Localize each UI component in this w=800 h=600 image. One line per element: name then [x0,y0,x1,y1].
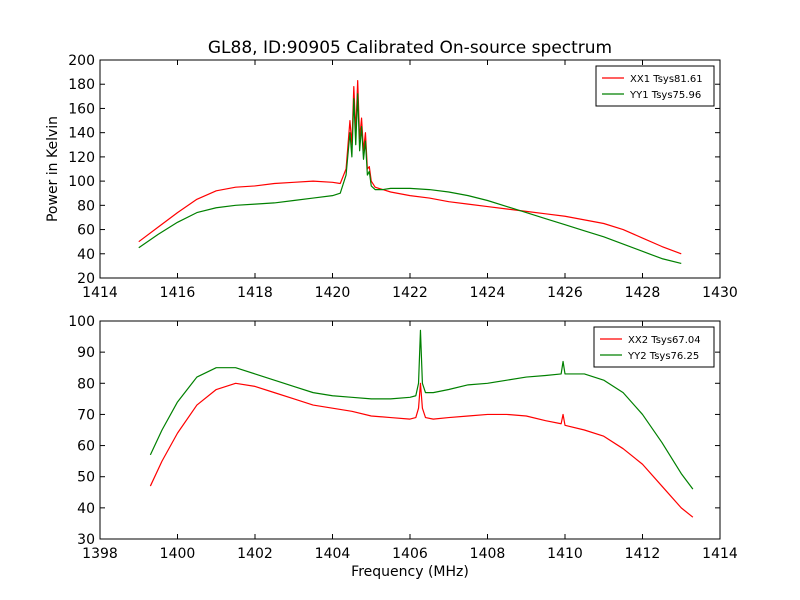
x-axis-label: Frequency (MHz) [351,564,469,580]
y-tick-label: 100 [68,314,95,330]
y-tick-label: 60 [77,223,95,239]
legend-entry: YY1 Tsys75.96 [629,90,701,101]
x-tick-label: 1416 [160,285,196,301]
x-tick-label: 1428 [625,285,661,301]
y-tick-label: 200 [68,53,95,69]
y-axis-label: Power in Kelvin [45,116,61,222]
legend-box [593,326,715,368]
legend: XX1 Tsys81.61 YY1 Tsys75.96 [595,65,715,107]
top-spectrum-plot: 1414 1416 1418 1420 1422 1424 1426 1428 1430 20 40… [68,53,738,301]
x-tick-label: 1426 [547,285,583,301]
y-tick-label: 120 [68,150,95,166]
series-line-1-2 [138,93,682,265]
legend-entry: YY2 Tsys76.25 [627,351,699,362]
y-tick-label: 90 [77,345,95,361]
x-tick-label: 1422 [392,285,428,301]
series-line-1-1 [138,79,682,255]
legend-entry: XX2 Tsys67.04 [628,335,701,346]
x-tick-label: 1408 [470,546,506,562]
y-tick-label: 180 [68,77,95,93]
legend-box [595,65,715,107]
y-tick-label: 160 [68,101,95,117]
y-tick-label: 20 [77,271,95,287]
y-tick-label: 40 [77,247,95,263]
x-tick-label: 1414 [702,546,738,562]
x-tick-label: 1420 [315,285,351,301]
chart-title: GL88, ID:90905 Calibrated On-source spec… [208,38,612,58]
x-tick-label: 1418 [237,285,273,301]
legend: XX2 Tsys67.04 YY2 Tsys76.25 [593,326,715,368]
x-tick-label: 1404 [315,546,351,562]
y-tick-label: 30 [77,532,95,548]
y-tick-label: 100 [68,174,95,190]
x-tick-label: 1412 [625,546,661,562]
y-tick-label: 50 [77,470,95,486]
bottom-spectrum-plot: 1398 1400 1402 1404 1406 1408 1410 1412 1414 30 40… [68,314,738,562]
y-tick-label: 80 [77,376,95,392]
y-tick-label: 70 [77,407,95,423]
series-line-2-2 [149,329,694,490]
y-tick-label: 60 [77,439,95,455]
x-tick-label: 1414 [82,285,118,301]
x-tick-label: 1410 [547,546,583,562]
legend-entry: XX1 Tsys81.61 [630,74,703,85]
x-tick-label: 1398 [82,546,118,562]
x-tick-label: 1400 [160,546,196,562]
x-tick-label: 1430 [702,285,738,301]
x-tick-label: 1424 [470,285,506,301]
x-tick-label: 1406 [392,546,428,562]
series-line-2-1 [149,382,694,518]
y-tick-label: 140 [68,126,95,142]
y-tick-label: 40 [77,501,95,517]
y-tick-label: 80 [77,198,95,214]
x-tick-label: 1402 [237,546,273,562]
